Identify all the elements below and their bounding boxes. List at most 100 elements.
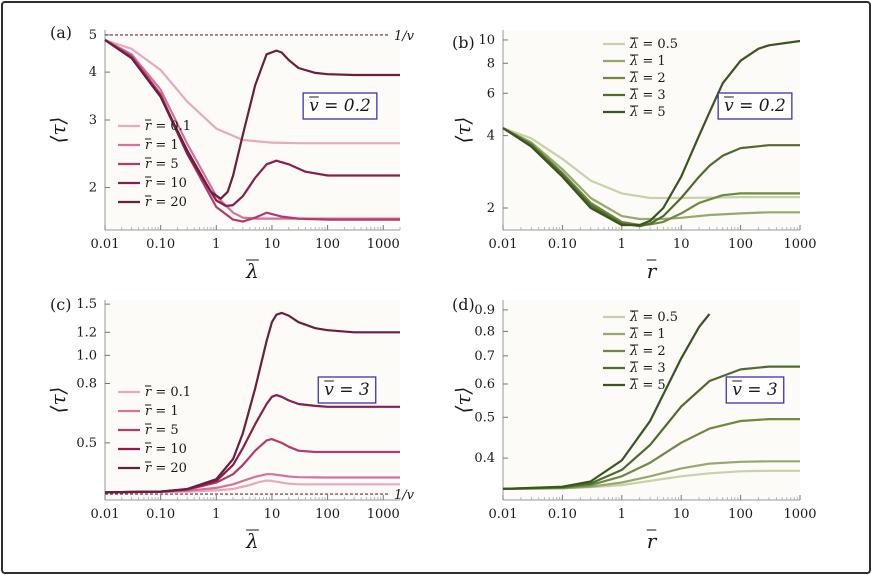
legend-label-value: = 0.1 bbox=[151, 385, 191, 400]
y-axis-label: ⟨τ⟩ bbox=[451, 117, 475, 144]
legend-label: r = 5 bbox=[145, 157, 179, 172]
y-tick-label: 0.8 bbox=[76, 377, 97, 392]
y-axis-label: ⟨τ⟩ bbox=[451, 387, 475, 414]
x-tick-label: 0.01 bbox=[489, 507, 518, 522]
legend-label-symbol: λ bbox=[629, 344, 638, 359]
y-tick-label: 4 bbox=[89, 65, 97, 80]
panel-label: (a) bbox=[50, 23, 72, 42]
series-line bbox=[104, 38, 400, 145]
x-tick-label: 0.10 bbox=[548, 237, 577, 252]
parameter-box-value: = 3 bbox=[742, 380, 778, 400]
legend-label-symbol: r bbox=[145, 176, 152, 191]
legend-label-value: = 10 bbox=[151, 176, 187, 191]
legend-label: λ = 2 bbox=[629, 71, 666, 86]
y-tick-label: 8 bbox=[487, 56, 495, 71]
y-tick-label: 0.5 bbox=[76, 436, 97, 451]
x-axis-label: r bbox=[647, 259, 658, 283]
legend-label-value: = 2 bbox=[638, 71, 665, 86]
x-tick-label: 1 bbox=[618, 237, 626, 252]
x-tick-label: 100 bbox=[315, 507, 340, 522]
legend-label: λ = 1 bbox=[629, 327, 666, 342]
y-tick-label: 0.7 bbox=[474, 349, 495, 364]
legend-label-value: = 20 bbox=[151, 461, 187, 476]
legend-label: λ = 0.5 bbox=[629, 310, 678, 325]
legend-label-symbol: r bbox=[145, 157, 152, 172]
legend-label-text: λ = 5 bbox=[629, 378, 666, 393]
series-line bbox=[104, 311, 400, 494]
legend-label-value: = 5 bbox=[151, 423, 178, 438]
legend-label: λ = 1 bbox=[629, 54, 666, 69]
x-tick-label: 0.01 bbox=[91, 237, 120, 252]
legend-label: λ = 2 bbox=[629, 344, 666, 359]
legend-label-text: λ = 3 bbox=[629, 361, 666, 376]
x-tick-label: 10 bbox=[264, 237, 281, 252]
parameter-box: v = 3 bbox=[725, 376, 785, 404]
y-tick-label: 0.4 bbox=[474, 451, 495, 466]
legend-label-symbol: r bbox=[145, 385, 152, 400]
series-line bbox=[502, 127, 800, 200]
x-tick-label: 1 bbox=[212, 237, 220, 252]
parameter-box-value: = 0.2 bbox=[319, 96, 371, 116]
legend-label-text: λ = 3 bbox=[629, 88, 666, 103]
legend-label-symbol: λ bbox=[629, 88, 638, 103]
legend-label-text: r = 5 bbox=[145, 157, 179, 172]
legend-label-value: = 1 bbox=[151, 138, 178, 153]
legend-label-value: = 0.1 bbox=[151, 119, 191, 134]
legend-label-value: = 5 bbox=[638, 105, 665, 120]
legend-label-text: r = 20 bbox=[145, 195, 187, 210]
x-axis-symbol: r bbox=[647, 529, 658, 553]
x-tick-label: 1000 bbox=[783, 507, 816, 522]
legend-label: r = 20 bbox=[145, 195, 187, 210]
x-tick-label: 100 bbox=[315, 237, 340, 252]
series-line bbox=[502, 365, 800, 490]
legend-label-text: r = 20 bbox=[145, 461, 187, 476]
y-tick-label: 1.0 bbox=[76, 348, 97, 363]
parameter-box-text: v = 3 bbox=[324, 380, 369, 400]
legend-label: λ = 5 bbox=[629, 105, 666, 120]
x-tick-label: 100 bbox=[728, 507, 753, 522]
x-tick-label: 1 bbox=[212, 507, 220, 522]
x-tick-label: 0.01 bbox=[91, 507, 120, 522]
y-tick-label: 2 bbox=[89, 181, 97, 196]
legend-label-symbol: r bbox=[145, 119, 152, 134]
legend-label-symbol: λ bbox=[629, 37, 638, 52]
series-line bbox=[502, 39, 801, 227]
y-tick-label: 1.5 bbox=[76, 297, 97, 312]
legend-label-text: λ = 1 bbox=[629, 54, 666, 69]
panel-d: 0.01 0.10 1 10 100 1000 0.4 0.5 0.6 0.7 0.8 0.9 λ = … bbox=[451, 295, 817, 553]
legend-label-value: = 0.5 bbox=[638, 310, 678, 325]
legend-label-value: = 20 bbox=[151, 195, 187, 210]
legend-label-value: = 10 bbox=[151, 442, 187, 457]
x-tick-label: 0.10 bbox=[146, 237, 175, 252]
legend-label-symbol: λ bbox=[629, 378, 638, 393]
series-line bbox=[104, 39, 400, 200]
parameter-box: v = 0.2 bbox=[302, 92, 378, 120]
parameter-box-value: = 3 bbox=[334, 380, 370, 400]
y-tick-label: 4 bbox=[487, 129, 495, 144]
legend-label: λ = 5 bbox=[629, 378, 666, 393]
legend-label-symbol: λ bbox=[629, 54, 638, 69]
series-line bbox=[104, 479, 400, 494]
x-axis-symbol: λ bbox=[245, 259, 259, 283]
y-tick-label: 0.5 bbox=[474, 410, 495, 425]
x-tick-label: 0.10 bbox=[548, 507, 577, 522]
panel-label: (c) bbox=[50, 295, 71, 314]
legend-label-symbol: λ bbox=[629, 105, 638, 120]
legend-label-text: λ = 2 bbox=[629, 344, 666, 359]
legend-label: λ = 3 bbox=[629, 88, 666, 103]
y-tick-label: 0.8 bbox=[474, 324, 495, 339]
legend-label-symbol: r bbox=[145, 195, 152, 210]
parameter-box-text: v = 3 bbox=[732, 380, 777, 400]
legend-label-text: λ = 2 bbox=[629, 71, 666, 86]
x-tick-label: 1000 bbox=[783, 237, 816, 252]
legend-label-value: = 1 bbox=[151, 404, 178, 419]
legend-label-value: = 1 bbox=[638, 327, 665, 342]
series-line bbox=[502, 313, 711, 490]
y-tick-label: 3 bbox=[89, 113, 97, 128]
legend-label: r = 1 bbox=[145, 138, 179, 153]
x-tick-label: 10 bbox=[264, 507, 281, 522]
x-tick-label: 10 bbox=[673, 237, 690, 252]
plot-area bbox=[105, 30, 400, 230]
legend-label-value: = 0.5 bbox=[638, 37, 678, 52]
legend-label-text: r = 0.1 bbox=[145, 119, 191, 134]
